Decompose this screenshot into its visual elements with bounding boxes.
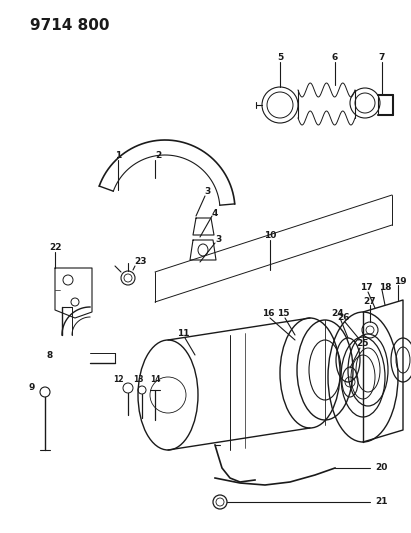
Text: 6: 6 — [332, 53, 338, 62]
Text: 18: 18 — [379, 282, 391, 292]
Text: 25: 25 — [356, 340, 368, 349]
Text: 21: 21 — [375, 497, 388, 506]
Text: 16: 16 — [262, 310, 274, 319]
Text: 9: 9 — [29, 384, 35, 392]
Text: 20: 20 — [375, 464, 388, 472]
Text: 26: 26 — [337, 313, 349, 322]
Text: 3: 3 — [204, 188, 210, 197]
Text: 9714 800: 9714 800 — [30, 18, 109, 33]
Text: 7: 7 — [379, 53, 385, 62]
Text: 11: 11 — [177, 329, 189, 338]
Text: 22: 22 — [49, 244, 61, 253]
Text: 5: 5 — [277, 53, 283, 62]
Text: 4: 4 — [212, 208, 218, 217]
Text: 27: 27 — [364, 296, 376, 305]
Text: 14: 14 — [150, 376, 160, 384]
Text: 10: 10 — [264, 231, 276, 240]
Text: 2: 2 — [155, 151, 161, 160]
Text: 13: 13 — [133, 376, 143, 384]
Text: 23: 23 — [134, 257, 146, 266]
Text: 3: 3 — [215, 236, 221, 245]
Text: 24: 24 — [332, 310, 344, 319]
Text: 17: 17 — [360, 284, 372, 293]
Text: 12: 12 — [113, 376, 123, 384]
Text: 1: 1 — [115, 151, 121, 160]
Text: 8: 8 — [47, 351, 53, 359]
Text: 15: 15 — [277, 310, 289, 319]
Text: 19: 19 — [394, 277, 406, 286]
